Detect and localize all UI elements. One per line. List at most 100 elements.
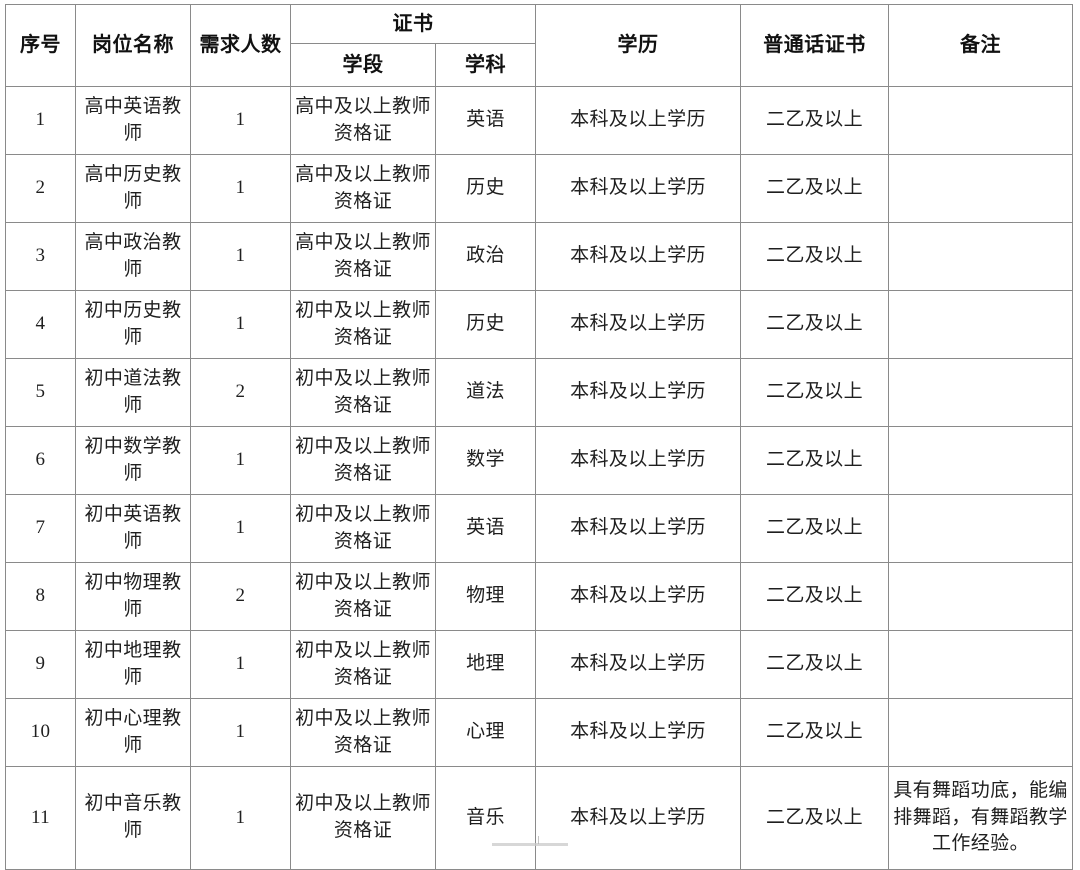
column-header-certificate-group: 证书	[290, 4, 536, 44]
cell-count: 1	[190, 222, 291, 291]
cell-count: 1	[190, 766, 291, 870]
cell-post-name: 初中物理教师	[75, 562, 191, 631]
cell-seq: 7	[5, 494, 76, 563]
cell-mandarin: 二乙及以上	[740, 766, 889, 870]
cell-seq: 11	[5, 766, 76, 870]
cell-seq: 9	[5, 630, 76, 699]
cell-post-name: 初中历史教师	[75, 290, 191, 359]
cell-education: 本科及以上学历	[535, 698, 741, 767]
cell-certificate-stage: 高中及以上教师资格证	[290, 154, 436, 223]
table-row: 2 高中历史教师 1 高中及以上教师资格证 历史 本科及以上学历 二乙及以上	[5, 154, 1073, 223]
cell-certificate-subject: 心理	[435, 698, 536, 767]
table-header-row-secondary: 学段 学科	[6, 43, 1073, 87]
cell-education: 本科及以上学历	[535, 630, 741, 699]
cell-remark	[888, 358, 1073, 427]
cell-mandarin: 二乙及以上	[740, 86, 889, 155]
column-header-remark: 备注	[888, 4, 1073, 87]
cell-certificate-subject: 音乐	[435, 766, 536, 870]
cell-count: 2	[190, 358, 291, 427]
cell-remark	[888, 154, 1073, 223]
column-header-certificate-stage: 学段	[290, 43, 436, 87]
cell-education: 本科及以上学历	[535, 562, 741, 631]
cell-post-name: 初中地理教师	[75, 630, 191, 699]
cell-remark: 具有舞蹈功底，能编排舞蹈，有舞蹈教学工作经验。	[888, 766, 1073, 870]
cell-certificate-stage: 初中及以上教师资格证	[290, 698, 436, 767]
cell-certificate-subject: 政治	[435, 222, 536, 291]
column-header-certificate-subject: 学科	[435, 43, 536, 87]
cell-mandarin: 二乙及以上	[740, 290, 889, 359]
cell-certificate-stage: 初中及以上教师资格证	[290, 562, 436, 631]
cell-count: 1	[190, 290, 291, 359]
cell-certificate-stage: 初中及以上教师资格证	[290, 358, 436, 427]
cell-education: 本科及以上学历	[535, 766, 741, 870]
cell-mandarin: 二乙及以上	[740, 698, 889, 767]
cell-certificate-subject: 英语	[435, 494, 536, 563]
cell-remark	[888, 562, 1073, 631]
cell-mandarin: 二乙及以上	[740, 222, 889, 291]
job-requirements-table: 序号 岗位名称 需求人数 证书 学历 普通话证书 备注 学段 学科 1 高中英语…	[5, 4, 1073, 870]
cell-post-name: 初中数学教师	[75, 426, 191, 495]
cell-certificate-subject: 历史	[435, 290, 536, 359]
cell-count: 1	[190, 494, 291, 563]
cell-post-name: 高中英语教师	[75, 86, 191, 155]
cell-remark	[888, 86, 1073, 155]
cell-education: 本科及以上学历	[535, 86, 741, 155]
cell-education: 本科及以上学历	[535, 222, 741, 291]
cell-mandarin: 二乙及以上	[740, 630, 889, 699]
cell-certificate-stage: 初中及以上教师资格证	[290, 494, 436, 563]
cell-education: 本科及以上学历	[535, 154, 741, 223]
cell-certificate-stage: 初中及以上教师资格证	[290, 426, 436, 495]
cell-seq: 10	[5, 698, 76, 767]
cell-mandarin: 二乙及以上	[740, 494, 889, 563]
cell-certificate-subject: 英语	[435, 86, 536, 155]
cell-certificate-subject: 数学	[435, 426, 536, 495]
cell-post-name: 高中政治教师	[75, 222, 191, 291]
cell-certificate-stage: 初中及以上教师资格证	[290, 630, 436, 699]
table-row: 5 初中道法教师 2 初中及以上教师资格证 道法 本科及以上学历 二乙及以上	[5, 358, 1073, 427]
column-header-mandarin: 普通话证书	[740, 4, 889, 87]
cell-remark	[888, 222, 1073, 291]
cell-seq: 6	[5, 426, 76, 495]
cell-count: 1	[190, 698, 291, 767]
scan-artifact-tick	[538, 836, 539, 844]
cell-remark	[888, 494, 1073, 563]
column-header-education: 学历	[535, 4, 741, 87]
cell-certificate-subject: 历史	[435, 154, 536, 223]
cell-seq: 8	[5, 562, 76, 631]
cell-seq: 5	[5, 358, 76, 427]
table-body: 1 高中英语教师 1 高中及以上教师资格证 英语 本科及以上学历 二乙及以上 2…	[5, 86, 1073, 870]
column-header-seq: 序号	[5, 4, 76, 87]
cell-certificate-subject: 道法	[435, 358, 536, 427]
column-header-count: 需求人数	[190, 4, 291, 87]
cell-remark	[888, 290, 1073, 359]
table-row: 3 高中政治教师 1 高中及以上教师资格证 政治 本科及以上学历 二乙及以上	[5, 222, 1073, 291]
cell-count: 2	[190, 562, 291, 631]
cell-post-name: 初中道法教师	[75, 358, 191, 427]
cell-seq: 4	[5, 290, 76, 359]
cell-post-name: 高中历史教师	[75, 154, 191, 223]
cell-mandarin: 二乙及以上	[740, 562, 889, 631]
scan-artifact	[492, 843, 568, 846]
table-row: 10 初中心理教师 1 初中及以上教师资格证 心理 本科及以上学历 二乙及以上	[5, 698, 1073, 767]
cell-count: 1	[190, 154, 291, 223]
cell-remark	[888, 630, 1073, 699]
cell-seq: 2	[5, 154, 76, 223]
cell-certificate-stage: 高中及以上教师资格证	[290, 86, 436, 155]
cell-certificate-stage: 初中及以上教师资格证	[290, 766, 436, 870]
cell-seq: 1	[5, 86, 76, 155]
table-header-row-primary: 序号 岗位名称 需求人数 证书 学历 普通话证书 备注	[5, 4, 1073, 87]
cell-remark	[888, 426, 1073, 495]
table-row: 4 初中历史教师 1 初中及以上教师资格证 历史 本科及以上学历 二乙及以上	[5, 290, 1073, 359]
table-row: 1 高中英语教师 1 高中及以上教师资格证 英语 本科及以上学历 二乙及以上	[5, 86, 1073, 155]
cell-count: 1	[190, 426, 291, 495]
cell-mandarin: 二乙及以上	[740, 358, 889, 427]
document-page: 序号 岗位名称 需求人数 证书 学历 普通话证书 备注 学段 学科 1 高中英语…	[5, 4, 1073, 870]
cell-remark	[888, 698, 1073, 767]
cell-post-name: 初中英语教师	[75, 494, 191, 563]
cell-count: 1	[190, 86, 291, 155]
cell-post-name: 初中心理教师	[75, 698, 191, 767]
column-header-post-name: 岗位名称	[75, 4, 191, 87]
cell-education: 本科及以上学历	[535, 358, 741, 427]
cell-certificate-subject: 物理	[435, 562, 536, 631]
cell-education: 本科及以上学历	[535, 494, 741, 563]
